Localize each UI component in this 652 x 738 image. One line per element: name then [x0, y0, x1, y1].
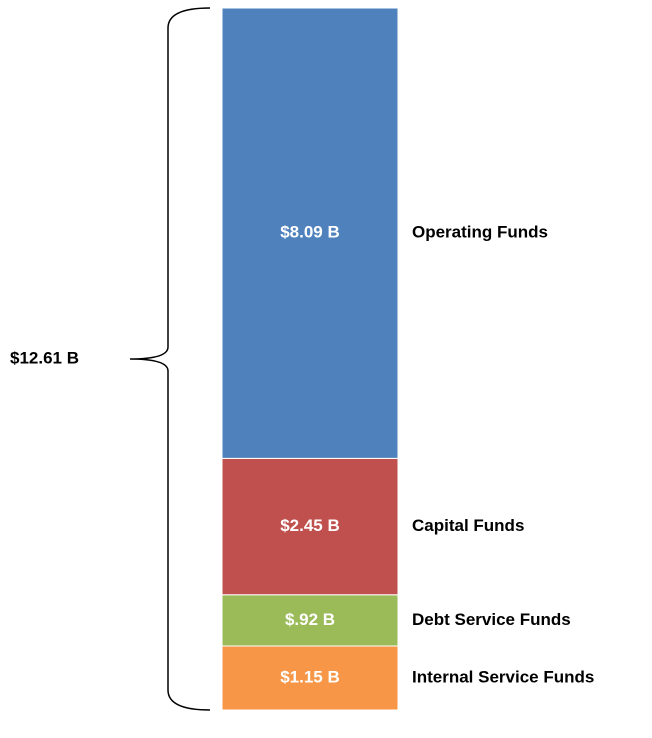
segment-name: Capital Funds: [412, 516, 524, 535]
bar-segment: [221, 594, 399, 647]
segment-name: Operating Funds: [412, 223, 548, 242]
segment-name: Debt Service Funds: [412, 610, 571, 629]
total-brace: [129, 7, 211, 711]
value-label: $1.15 B: [280, 667, 340, 686]
value-label: $.92 B: [285, 610, 335, 629]
bar-segment: [221, 645, 399, 711]
value-label: $8.09 B: [280, 223, 340, 242]
bar-segment: [221, 7, 399, 459]
value-label: $2.45 B: [280, 516, 340, 535]
total-label: $12.61 B: [10, 348, 79, 367]
segment-name: Internal Service Funds: [412, 667, 594, 686]
